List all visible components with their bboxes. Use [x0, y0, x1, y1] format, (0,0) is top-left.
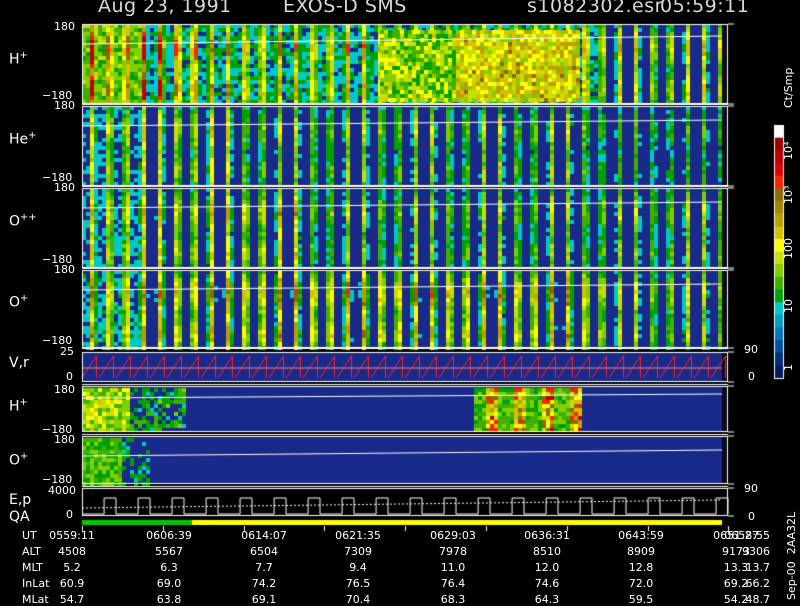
table-row-label: InLat [22, 577, 50, 590]
table-cell: 0621:35 [335, 529, 381, 542]
table-cell: 13.7 [745, 561, 771, 574]
table-cell: 13.3 [723, 561, 749, 574]
table-cell: 69.0 [156, 577, 182, 590]
table-cell: 7.7 [255, 561, 273, 574]
table-cell: 7978 [439, 545, 467, 558]
table-cell: 0614:07 [241, 529, 287, 542]
panel-label-vr: V,r [9, 355, 29, 371]
tick-p3-bottom: −180 [42, 334, 73, 347]
table-cell: 6.3 [160, 561, 178, 574]
tick-p1-bottom: −180 [42, 171, 73, 184]
tick-p3-top: 180 [54, 263, 75, 276]
right-tick-low-bottom: 0 [748, 510, 755, 523]
panel-label-o-plusplus: O++ [9, 212, 37, 230]
tick-p4-top: 25 [60, 345, 74, 358]
table-row-label: MLT [22, 561, 43, 574]
table-cell: 9306 [742, 545, 770, 558]
tick-p0-bottom: −180 [42, 89, 73, 102]
table-cell: 7309 [344, 545, 372, 558]
colorbar-label-100: 100 [782, 238, 795, 259]
header-date: Aug 23, 1991 [98, 0, 232, 17]
colorbar-label-1e3: 10³ [782, 185, 795, 204]
tick-p6-top: 180 [54, 433, 75, 446]
tick-p2-bottom: −180 [42, 253, 73, 266]
table-cell: 0636:31 [524, 529, 570, 542]
table-cell: 12.0 [534, 561, 560, 574]
right-tick-vr-bottom: 0 [748, 370, 755, 383]
table-cell: 76.5 [345, 577, 371, 590]
table-cell: 0658:55 [724, 529, 770, 542]
panel-label-ep: E,p [9, 492, 32, 508]
table-cell: 0629:03 [430, 529, 476, 542]
panel-label-h-plus-2: H+ [9, 397, 28, 415]
table-cell: 9.4 [349, 561, 367, 574]
panel-label-o-plus: O+ [9, 293, 29, 311]
table-cell: 0606:39 [146, 529, 192, 542]
panel-label-h-plus: H+ [9, 50, 28, 68]
tick-p2-top: 180 [54, 181, 75, 194]
tick-p5-bottom: −180 [42, 423, 73, 436]
colorbar-unit: Ct/Smp [782, 67, 795, 108]
table-cell: 0559:11 [49, 529, 95, 542]
table-cell: 11.0 [440, 561, 466, 574]
table-cell: 0651:27 [713, 529, 759, 542]
table-cell: 8510 [533, 545, 561, 558]
header-file: s1082302.esr [527, 0, 663, 17]
table-cell: 69.2 [723, 577, 749, 590]
panel-label-qa: QA [9, 509, 30, 525]
colorbar-label-10: 10 [782, 299, 795, 313]
table-row-label: UT [22, 529, 37, 542]
colorbar-label-1: 1 [782, 364, 795, 371]
table-cell: 5.2 [63, 561, 81, 574]
side-id-text: Sep-00 2AA32L [785, 511, 798, 600]
colorbar-label-1e4: 10⁴ [782, 141, 795, 160]
table-cell: 6504 [250, 545, 278, 558]
tick-p4-bottom: 0 [66, 370, 73, 383]
panel-label-o-plus-2: O+ [9, 451, 29, 469]
header-instrument: EXOS-D SMS [283, 0, 407, 17]
panel-label-he-plus: He+ [9, 130, 37, 148]
table-cell: 72.0 [628, 577, 654, 590]
tick-p6-bottom: −180 [42, 473, 73, 486]
tick-p7-top: 4000 [48, 484, 76, 497]
tick-p5-top: 180 [54, 383, 75, 396]
table-cell: 4508 [58, 545, 86, 558]
table-row-label: ALT [22, 545, 41, 558]
table-cell: 60.9 [59, 577, 85, 590]
table-cell: 74.2 [251, 577, 277, 590]
table-cell: 9173 [722, 545, 750, 558]
tick-p7-bottom: 0 [66, 508, 73, 521]
right-tick-low-top: 90 [744, 482, 758, 495]
table-cell: 8909 [627, 545, 655, 558]
table-cell: 76.4 [440, 577, 466, 590]
table-cell: 66.2 [745, 577, 771, 590]
right-tick-vr-top: 90 [744, 343, 758, 356]
table-cell: 5567 [155, 545, 183, 558]
header-time: 05:59:11 [660, 0, 750, 17]
tick-p0-top: 180 [54, 20, 75, 33]
table-cell: 0643:59 [618, 529, 664, 542]
table-cell: 12.8 [628, 561, 654, 574]
table-cell: 74.6 [534, 577, 560, 590]
tick-p1-top: 180 [54, 99, 75, 112]
